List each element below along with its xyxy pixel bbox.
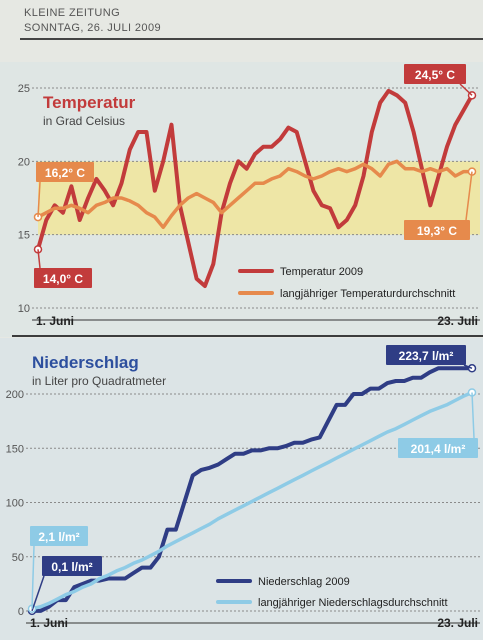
temperature-x-start-label: 1. Juni [36, 314, 74, 328]
precipitation-plot-area: 0 50 100 150 200 0,1 l/m² 2,1 l/m² 223,7 l/m² 20… [6, 345, 480, 624]
precipitation-chart: 0 50 100 150 200 0,1 l/m² 2,1 l/m² 223,7 l/m² 20… [6, 345, 480, 630]
precipitation-data-label: 201,4 l/m² [398, 392, 478, 458]
temperature-data-label: 19,3° C [404, 171, 473, 240]
temperature-data-label-text: 24,5° C [415, 68, 455, 82]
temperature-data-label-leader [459, 83, 473, 96]
temperature-x-end-label: 23. Juli [437, 314, 478, 328]
temperature-data-label-text: 14,0° C [43, 272, 83, 286]
temperature-y-tick-label: 25 [18, 83, 30, 95]
temperature-y-tick-label: 20 [18, 156, 30, 168]
temperature-data-label-leader [465, 171, 473, 221]
temperature-legend: Temperatur 2009 langjähriger Temperaturd… [238, 266, 455, 300]
temperature-data-label-leader [37, 181, 41, 218]
temperature-data-label: 14,0° C [34, 249, 92, 288]
temperature-data-label-text: 16,2° C [45, 166, 85, 180]
temperature-chart: 10 15 20 25 14,0° C 16,2° C 24,5° C 19,3° C Tem… [18, 64, 480, 328]
temperature-data-label-text: 19,3° C [417, 224, 457, 238]
precipitation-data-label-leader [463, 364, 473, 369]
precipitation-data-label-text: 2,1 l/m² [38, 530, 79, 544]
precipitation-y-tick-label: 150 [6, 443, 24, 455]
legend-label-temp-2009: Temperatur 2009 [280, 266, 363, 278]
legend-label-rain-2009: Niederschlag 2009 [258, 576, 350, 588]
masthead: KLEINE ZEITUNG SONNTAG, 26. JULI 2009 [24, 6, 161, 36]
masthead-rule [20, 38, 483, 40]
precipitation-data-label-leader [31, 575, 45, 612]
temperature-data-label: 16,2° C [36, 162, 94, 218]
publication-name: KLEINE ZEITUNG [24, 7, 121, 19]
temperature-data-label-leader [37, 249, 41, 269]
temperature-data-label-box [34, 268, 92, 288]
precipitation-data-label-box [398, 438, 478, 458]
precipitation-title: Niederschlag [32, 353, 139, 372]
precipitation-data-label: 2,1 l/m² [30, 526, 88, 609]
temperature-plot-area: 10 15 20 25 14,0° C 16,2° C 24,5° C 19,3° C [18, 64, 480, 321]
precipitation-series-2-line [30, 390, 474, 611]
precipitation-data-label: 223,7 l/m² [386, 345, 473, 369]
precipitation-data-label-text: 223,7 l/m² [399, 349, 454, 363]
precipitation-x-end-label: 23. Juli [437, 616, 478, 630]
precipitation-y-tick-label: 0 [18, 606, 24, 618]
publication-date: SONNTAG, 26. JULI 2009 [24, 22, 161, 34]
precipitation-series-1-line [30, 366, 474, 613]
precipitation-data-label-leader [471, 392, 475, 439]
legend-label-temp-avg: langjähriger Temperaturdurchschnitt [280, 288, 455, 300]
precipitation-subtitle: in Liter pro Quadratmeter [32, 374, 166, 388]
precipitation-legend: Niederschlag 2009 langjähriger Niedersch… [216, 576, 448, 609]
temperature-series-2-line [36, 159, 474, 230]
precipitation-data-label-box [386, 345, 466, 365]
temperature-title: Temperatur [43, 93, 136, 112]
precipitation-data-label-box [42, 556, 102, 576]
temperature-y-tick-label: 10 [18, 303, 30, 315]
precipitation-data-label-text: 0,1 l/m² [51, 560, 92, 574]
precipitation-y-tick-label: 100 [6, 498, 24, 510]
precipitation-data-label-leader [31, 545, 35, 609]
temperature-data-label-box [404, 220, 470, 240]
panel-separator [12, 335, 483, 337]
temperature-subtitle: in Grad Celsius [43, 114, 125, 128]
legend-label-rain-avg: langjähriger Niederschlagsdurchschnitt [258, 597, 448, 609]
temperature-y-tick-label: 15 [18, 230, 30, 242]
precipitation-data-label: 0,1 l/m² [31, 556, 102, 612]
precipitation-y-tick-label: 50 [12, 552, 24, 564]
precipitation-y-tick-label: 200 [6, 389, 24, 401]
temperature-data-label: 24,5° C [404, 64, 473, 96]
precipitation-data-label-box [30, 526, 88, 546]
temperature-data-label-box [404, 64, 466, 84]
precipitation-data-label-text: 201,4 l/m² [411, 442, 466, 456]
temperature-data-label-box [36, 162, 94, 182]
precipitation-x-start-label: 1. Juni [30, 616, 68, 630]
